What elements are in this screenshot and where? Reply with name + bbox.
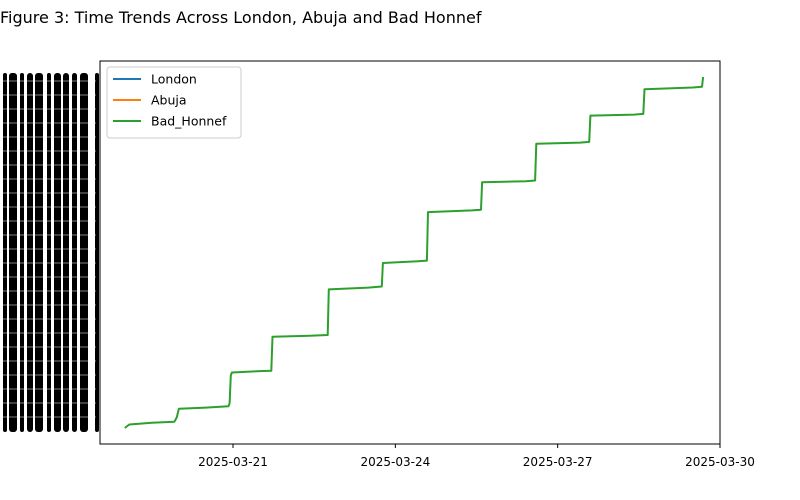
y-tick-label-gap — [2, 108, 96, 110]
y-tick-label-gap — [2, 220, 96, 222]
y-tick-label-gap — [2, 248, 96, 250]
y-tick-label-overlap — [95, 73, 99, 432]
y-tick-label-gap — [2, 150, 96, 152]
legend-label-london: London — [151, 72, 197, 87]
y-tick-label-gap — [2, 304, 96, 306]
y-tick-label-gap — [2, 94, 96, 96]
y-tick-label-gap — [2, 402, 96, 404]
y-tick-label-gap — [2, 360, 96, 362]
y-tick-label-band — [2, 73, 99, 432]
y-tick-label-gap — [2, 178, 96, 180]
y-tick-label-overlap — [3, 73, 7, 432]
plot-area — [99, 60, 721, 445]
y-tick-label-overlap — [63, 73, 69, 432]
y-tick-label-gap — [2, 290, 96, 292]
x-tick-label: 2025-03-24 — [360, 455, 430, 469]
y-tick-label-gap — [2, 164, 96, 166]
y-tick-label-gap — [2, 192, 96, 194]
y-tick-label-gap — [2, 416, 96, 418]
x-tick-label: 2025-03-27 — [523, 455, 593, 469]
chart-title: Figure 3: Time Trends Across London, Abu… — [0, 8, 482, 27]
y-tick-label-overlap — [9, 73, 17, 432]
x-tick-label: 2025-03-21 — [198, 455, 268, 469]
y-tick-label-gap — [2, 262, 96, 264]
x-axis-ticks: 2025-03-21 2025-03-24 2025-03-27 2025-03-30 — [198, 444, 755, 469]
legend: London Abuja Bad_Honnef — [106, 66, 242, 139]
y-tick-label-overlap — [35, 73, 43, 432]
y-tick-label-gap — [2, 346, 96, 348]
x-tick-label: 2025-03-30 — [685, 455, 755, 469]
y-tick-label-gap — [2, 234, 96, 236]
y-tick-label-gap — [2, 122, 96, 124]
y-tick-label-overlap — [20, 73, 24, 432]
y-tick-label-overlap — [72, 73, 77, 432]
y-tick-label-gap — [2, 136, 96, 138]
legend-label-abuja: Abuja — [151, 93, 187, 108]
y-tick-label-gap — [2, 80, 96, 82]
y-tick-label-gap — [2, 388, 96, 390]
y-tick-label-gap — [2, 318, 96, 320]
y-tick-label-gap — [2, 332, 96, 334]
y-tick-label-overlap — [27, 73, 33, 432]
y-tick-label-gap — [2, 276, 96, 278]
y-tick-label-overlap — [80, 73, 88, 432]
series-line-bad-honnef — [124, 76, 705, 429]
y-tick-label-gap — [2, 374, 96, 376]
y-tick-label-overlap — [54, 73, 61, 432]
series-layer — [124, 76, 705, 429]
legend-label-bad-honnef: Bad_Honnef — [151, 114, 227, 129]
y-tick-label-overlap — [47, 73, 51, 432]
y-tick-label-gap — [2, 206, 96, 208]
